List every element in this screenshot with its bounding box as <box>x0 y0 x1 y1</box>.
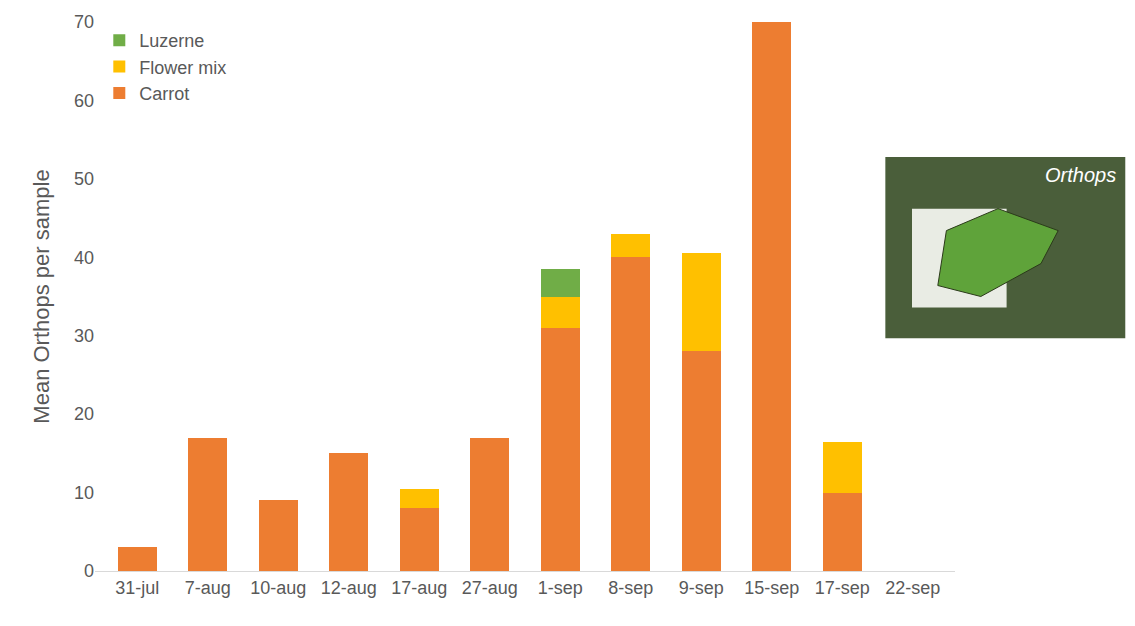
svg-text:Orthops: Orthops <box>1045 164 1116 186</box>
svg-text:10-aug: 10-aug <box>250 578 306 598</box>
svg-text:15-sep: 15-sep <box>744 578 799 598</box>
svg-text:Luzerne: Luzerne <box>139 31 204 51</box>
svg-text:40: 40 <box>74 248 94 268</box>
svg-text:20: 20 <box>74 404 94 424</box>
svg-text:60: 60 <box>74 91 94 111</box>
svg-text:1-sep: 1-sep <box>538 578 583 598</box>
svg-text:Flower mix: Flower mix <box>139 58 226 78</box>
svg-text:27-aug: 27-aug <box>462 578 518 598</box>
svg-text:31-jul: 31-jul <box>115 578 159 598</box>
svg-text:Carrot: Carrot <box>139 84 189 104</box>
svg-text:50: 50 <box>74 169 94 189</box>
svg-text:17-sep: 17-sep <box>815 578 870 598</box>
svg-text:Mean Orthops per sample: Mean Orthops per sample <box>29 169 54 423</box>
svg-text:30: 30 <box>74 326 94 346</box>
svg-text:17-aug: 17-aug <box>391 578 447 598</box>
svg-text:8-sep: 8-sep <box>608 578 653 598</box>
svg-text:7-aug: 7-aug <box>185 578 231 598</box>
svg-text:10: 10 <box>74 483 94 503</box>
svg-text:22-sep: 22-sep <box>885 578 940 598</box>
svg-text:0: 0 <box>84 561 94 581</box>
svg-text:12-aug: 12-aug <box>321 578 377 598</box>
svg-text:70: 70 <box>74 12 94 32</box>
svg-text:9-sep: 9-sep <box>679 578 724 598</box>
